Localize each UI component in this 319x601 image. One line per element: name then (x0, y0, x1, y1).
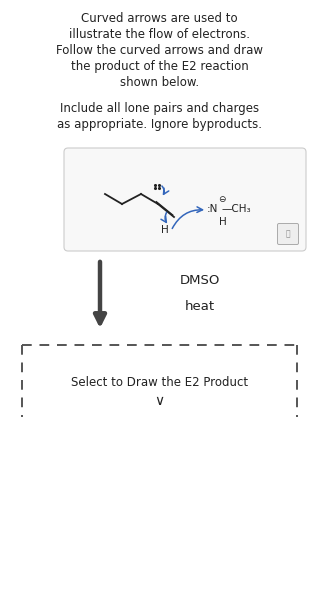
Text: ⊖: ⊖ (218, 195, 226, 204)
Circle shape (155, 188, 156, 189)
Circle shape (159, 188, 160, 189)
Text: H: H (219, 217, 227, 227)
FancyBboxPatch shape (64, 148, 306, 251)
FancyBboxPatch shape (278, 224, 299, 245)
Text: Include all lone pairs and charges: Include all lone pairs and charges (60, 102, 259, 115)
Text: —CH₃: —CH₃ (221, 204, 251, 214)
Text: the product of the E2 reaction: the product of the E2 reaction (70, 60, 249, 73)
Text: 🔍: 🔍 (286, 230, 290, 239)
Text: Select to Draw the E2 Product: Select to Draw the E2 Product (71, 376, 248, 389)
Text: ∨: ∨ (154, 394, 165, 408)
Circle shape (155, 185, 156, 186)
Text: :N: :N (207, 204, 218, 214)
Text: DMSO: DMSO (180, 275, 220, 287)
Text: H: H (161, 225, 169, 235)
Circle shape (159, 185, 160, 186)
Text: Follow the curved arrows and draw: Follow the curved arrows and draw (56, 44, 263, 57)
Text: illustrate the flow of electrons.: illustrate the flow of electrons. (69, 28, 250, 41)
Text: shown below.: shown below. (120, 76, 199, 89)
Text: Curved arrows are used to: Curved arrows are used to (81, 12, 238, 25)
Text: heat: heat (185, 300, 215, 314)
Text: as appropriate. Ignore byproducts.: as appropriate. Ignore byproducts. (57, 118, 262, 131)
